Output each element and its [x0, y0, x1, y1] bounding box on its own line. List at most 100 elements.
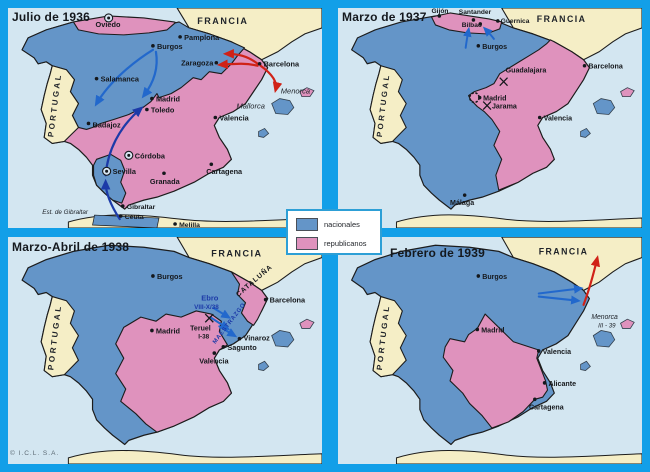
offensive-arrow	[218, 325, 238, 338]
panel-febrero-1939: Burgos Madrid Valencia Alicante Cartagena FRA…	[338, 237, 642, 464]
legend-label: nacionales	[324, 220, 360, 229]
africa-region	[395, 214, 642, 228]
portugal-region	[40, 295, 80, 378]
city-label: Valencia	[199, 356, 229, 365]
island	[580, 360, 591, 371]
island	[299, 87, 315, 97]
island	[271, 330, 295, 348]
republicanos-zone	[442, 313, 549, 429]
region-label: FRANCIA	[537, 14, 587, 24]
city-dot	[178, 35, 182, 39]
city-label: Toledo	[151, 106, 175, 115]
city-dot	[437, 14, 442, 18]
city-dot	[151, 44, 155, 48]
offensive-arrow	[94, 48, 155, 107]
republicanos-swatch	[296, 237, 318, 250]
republicanos-zone	[468, 39, 590, 191]
panel-julio-1936: Oviedo Pamplona Burgos Zaragoza Salamanca Mad…	[8, 8, 322, 228]
city-label: Valencia	[544, 113, 573, 122]
city-label: Madrid	[481, 325, 504, 334]
city-label: Gibraltar	[127, 204, 156, 211]
city-dot	[496, 19, 500, 23]
region-label: Menorca	[591, 314, 618, 321]
region-label: FRANCIA	[211, 248, 262, 258]
city-label: Barcelona	[270, 296, 306, 305]
city-label: Badajoz	[93, 120, 121, 129]
city-label: Madrid	[156, 95, 180, 104]
city-label: Burgos	[157, 272, 183, 281]
panel-title: Marzo de 1937	[342, 10, 427, 24]
battle-icon	[204, 313, 214, 323]
panel-marzo-abril-1938: Burgos Madrid Barcelona Vinaroz Sagunto Valen…	[8, 237, 322, 464]
island	[258, 127, 270, 138]
island	[299, 318, 315, 329]
island	[258, 360, 270, 371]
battle-icon	[499, 77, 508, 87]
city-dot	[213, 115, 218, 120]
city-label: Burgos	[157, 42, 183, 51]
offensive-arrow	[209, 316, 231, 331]
region-label: FRANCIA	[539, 246, 589, 256]
nacionales-swatch	[296, 218, 318, 231]
city-label: Sevilla	[113, 167, 137, 176]
city-label: Ceuta	[125, 214, 144, 221]
city-dot	[536, 349, 541, 353]
africa-region	[67, 450, 322, 464]
city-dot	[212, 351, 217, 355]
city-dot	[94, 76, 99, 81]
map-marzo-1937: Gijón Santander Bilbao Guernica Burgos Guadal…	[338, 8, 642, 228]
region-label: Teruel	[190, 324, 211, 332]
panel-title: Febrero de 1939	[390, 246, 486, 260]
city-label: Córdoba	[135, 151, 166, 160]
city-label: Salamanca	[101, 75, 140, 84]
city-label: Zaragoza	[181, 59, 214, 68]
city-dot	[462, 193, 467, 197]
legend-label: republicanos	[324, 239, 367, 248]
city-dot	[173, 222, 177, 226]
offensive-arrow	[212, 306, 232, 319]
city-label: Valencia	[543, 347, 572, 356]
city-dot	[162, 171, 166, 176]
city-label: Málaga	[450, 198, 475, 207]
legend-row-republicanos: republicanos	[296, 234, 380, 253]
island	[592, 98, 616, 115]
offensive-arrow	[537, 284, 584, 295]
city-dot	[537, 115, 542, 120]
city-label: Barcelona	[588, 62, 623, 71]
region-label: Menorca	[281, 87, 310, 96]
city-dot	[107, 16, 111, 20]
portugal-region	[369, 65, 407, 144]
city-dot	[214, 60, 219, 65]
portugal-region	[40, 65, 80, 144]
battle-icon	[482, 101, 492, 110]
city-label: Burgos	[482, 42, 507, 51]
city-dot	[151, 274, 155, 278]
city-label: Santander	[459, 9, 492, 16]
offensive-arrow	[100, 178, 121, 221]
offensive-arrow	[582, 255, 600, 306]
city-label: Alicante	[548, 379, 576, 388]
region-label: III - 39	[598, 322, 616, 329]
region-label: Ebro	[201, 294, 219, 303]
legend: nacionales republicanos	[286, 209, 382, 255]
city-dot	[150, 96, 154, 101]
region-label: Est. de Gibraltar	[42, 209, 89, 216]
city-dot	[475, 327, 480, 332]
city-dot	[533, 397, 537, 402]
offensive-arrow	[537, 295, 581, 305]
island	[271, 98, 295, 115]
city-dot	[105, 169, 109, 173]
republicanos-zone	[115, 310, 232, 433]
city-label: Vinaroz	[244, 334, 271, 343]
city-label: Valencia	[219, 114, 249, 123]
city-label: Bilbao	[462, 22, 482, 29]
offensive-arrow	[222, 48, 259, 65]
map-febrero-1939: Burgos Madrid Valencia Alicante Cartagena FRA…	[338, 237, 642, 464]
city-dot	[263, 297, 268, 302]
city-dot	[221, 345, 226, 349]
region-label: VIII-X/38	[194, 304, 219, 311]
city-dot	[237, 336, 242, 341]
map-credit: © I.C.L. S.A.	[10, 450, 60, 457]
city-dot	[478, 95, 482, 100]
city-dot	[471, 18, 476, 22]
